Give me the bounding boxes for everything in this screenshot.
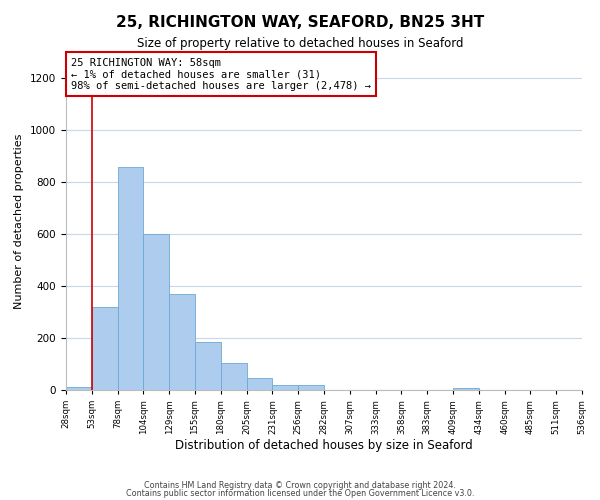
Text: Contains public sector information licensed under the Open Government Licence v3: Contains public sector information licen…	[126, 489, 474, 498]
Bar	[143, 234, 169, 390]
Bar	[453, 388, 479, 390]
Bar	[221, 362, 247, 390]
Bar	[92, 307, 118, 390]
Bar	[298, 385, 324, 390]
Text: Contains HM Land Registry data © Crown copyright and database right 2024.: Contains HM Land Registry data © Crown c…	[144, 480, 456, 490]
Bar	[247, 378, 272, 390]
Bar	[272, 385, 298, 390]
Text: 25 RICHINGTON WAY: 58sqm
← 1% of detached houses are smaller (31)
98% of semi-de: 25 RICHINGTON WAY: 58sqm ← 1% of detache…	[71, 58, 371, 91]
Bar	[66, 388, 92, 390]
Text: Size of property relative to detached houses in Seaford: Size of property relative to detached ho…	[137, 38, 463, 51]
X-axis label: Distribution of detached houses by size in Seaford: Distribution of detached houses by size …	[175, 440, 473, 452]
Bar	[169, 294, 195, 390]
Bar	[195, 342, 221, 390]
Bar	[118, 166, 143, 390]
Y-axis label: Number of detached properties: Number of detached properties	[14, 134, 25, 309]
Text: 25, RICHINGTON WAY, SEAFORD, BN25 3HT: 25, RICHINGTON WAY, SEAFORD, BN25 3HT	[116, 15, 484, 30]
